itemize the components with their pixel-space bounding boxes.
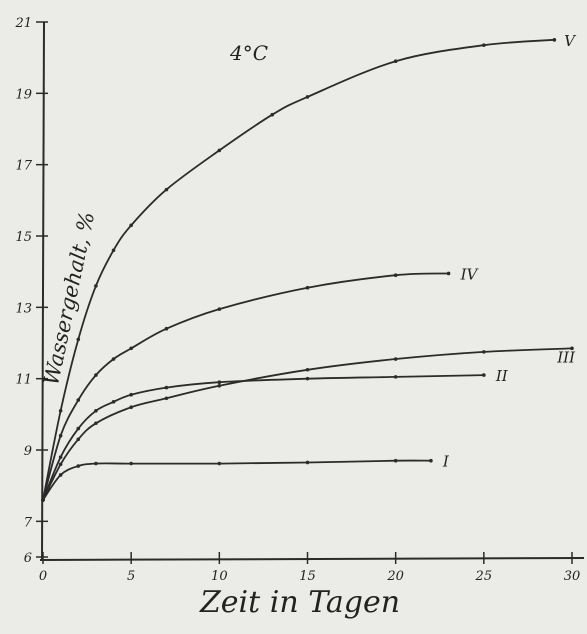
data-point (305, 376, 310, 381)
data-point (94, 373, 98, 377)
data-point (94, 408, 98, 413)
y-tick-label: 11 (15, 373, 32, 388)
data-point (305, 460, 310, 465)
data-point (76, 398, 81, 402)
data-point (111, 248, 116, 253)
data-point (129, 392, 133, 397)
data-point (393, 59, 398, 64)
data-point (129, 346, 133, 351)
data-point (305, 367, 310, 372)
data-point (393, 375, 398, 379)
data-point (305, 95, 310, 99)
data-point (570, 346, 574, 351)
data-point (393, 273, 398, 278)
data-point (393, 458, 398, 463)
data-point (482, 350, 486, 354)
series-line-IV (42, 272, 449, 501)
y-tick-label: 21 (14, 16, 32, 31)
data-point (446, 271, 451, 276)
x-tick-label: 5 (127, 569, 135, 584)
y-tick-label: 15 (15, 230, 32, 245)
data-point (164, 187, 169, 192)
y-tick-label: 17 (15, 159, 32, 174)
data-point (94, 284, 98, 288)
data-point (58, 455, 63, 459)
y-tick-label: 9 (24, 444, 32, 459)
data-point (58, 408, 63, 413)
series-V: V (41, 32, 577, 502)
x-tick-label: 15 (299, 569, 316, 584)
data-point (164, 326, 169, 331)
data-point (111, 357, 116, 361)
data-point (58, 433, 63, 438)
y-ticks: 6 7 9 11 13 15 17 19 21 (14, 16, 48, 566)
data-point (217, 148, 222, 153)
data-point (217, 307, 222, 311)
series-line-III (42, 347, 573, 501)
series-label: V (564, 32, 577, 50)
data-point (129, 223, 133, 228)
series-IV: IV (41, 265, 480, 502)
data-point (164, 396, 169, 401)
data-point (76, 426, 81, 431)
data-point (41, 498, 45, 502)
series-III: III (41, 346, 576, 502)
data-point (270, 112, 275, 117)
data-point (217, 384, 222, 388)
series-label: III (556, 348, 576, 366)
series-label: I (442, 453, 450, 471)
data-point (129, 461, 133, 466)
series-line-I (42, 459, 431, 501)
data-point (482, 373, 486, 377)
data-point (76, 437, 81, 442)
data-point (94, 461, 98, 466)
series-line-V (42, 38, 555, 501)
x-ticks: 0 5 10 15 20 25 30 (39, 552, 580, 584)
x-tick-label: 30 (564, 569, 581, 584)
data-point (305, 285, 310, 290)
y-axis (41, 21, 45, 561)
y-axis-line (41, 21, 45, 561)
data-point (429, 458, 433, 463)
data-point (393, 357, 398, 361)
series-line-II (42, 374, 484, 501)
series-II: II (41, 367, 509, 502)
data-point (58, 462, 63, 467)
data-point (482, 43, 486, 47)
data-point (552, 38, 557, 42)
series-label: IV (460, 265, 480, 283)
data-point (111, 400, 116, 404)
x-axis-line (39, 557, 585, 561)
x-tick-label: 20 (386, 569, 404, 584)
x-axis-title: Zeit in Tagen (199, 585, 400, 620)
y-tick-label: 6 (24, 551, 32, 566)
data-point (217, 461, 222, 466)
x-axis (39, 557, 585, 561)
y-tick-label: 7 (24, 515, 33, 530)
y-tick-label: 13 (15, 301, 32, 316)
x-tick-label: 25 (475, 569, 493, 584)
data-point (76, 464, 81, 468)
data-point (58, 473, 63, 477)
x-tick-label: 10 (211, 569, 228, 584)
annotation-temperature: 4°C (229, 41, 268, 65)
data-point (129, 405, 133, 410)
series-label: II (495, 367, 509, 385)
y-tick-label: 19 (15, 87, 32, 102)
data-point (217, 380, 222, 385)
series-I: I (41, 453, 450, 502)
data-point (94, 421, 98, 426)
data-point (76, 337, 81, 342)
data-point (164, 385, 169, 390)
x-tick-label: 0 (39, 569, 47, 584)
